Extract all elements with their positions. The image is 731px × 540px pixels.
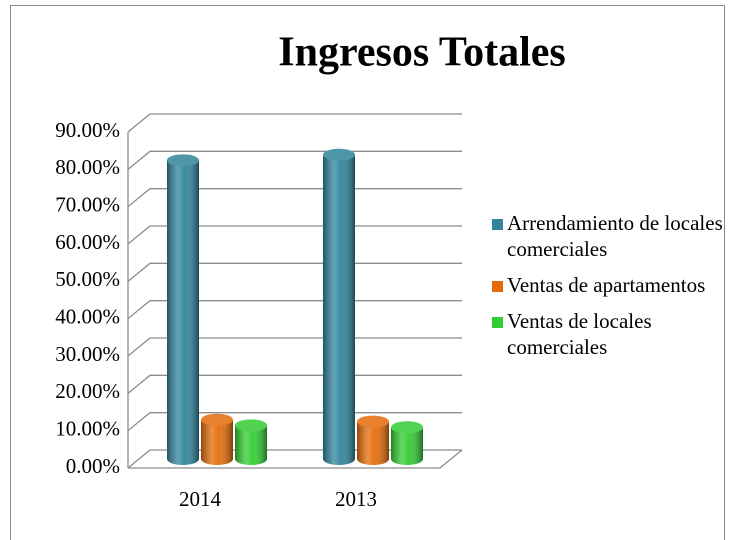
grid-line: [127, 113, 462, 133]
bar-top: [167, 154, 199, 167]
chart-frame: [10, 5, 725, 540]
bar: [357, 415, 389, 465]
y-tick-label: 70.00%: [55, 192, 120, 216]
bar-top-shade: [201, 413, 233, 426]
bar-top: [323, 148, 355, 161]
y-tick-label: 90.00%: [55, 118, 120, 142]
legend-item: Ventas de locales comerciales: [492, 308, 724, 360]
grid-line: [127, 337, 462, 357]
legend-label: Ventas de locales comerciales: [507, 309, 652, 359]
bar-top-shade: [235, 419, 267, 432]
bar-top: [201, 413, 233, 426]
legend-item: Arrendamiento de locales comerciales: [492, 210, 724, 262]
legend-label: Arrendamiento de locales comerciales: [507, 211, 723, 261]
grid-line: [127, 262, 462, 282]
y-tick-label: 80.00%: [55, 155, 120, 179]
y-tick-label: 50.00%: [55, 267, 120, 291]
y-tick-label: 30.00%: [55, 342, 120, 366]
bar-shade: [201, 419, 233, 465]
bar-top-shade: [323, 148, 355, 161]
y-tick-label: 0.00%: [66, 454, 120, 478]
bar-top-shade: [391, 421, 423, 434]
bar: [391, 421, 423, 465]
bar-top: [235, 419, 267, 432]
bar-top-shade: [357, 415, 389, 428]
legend-key: [492, 317, 503, 328]
bar-shade: [323, 154, 355, 465]
x-tick-label: 2013: [335, 487, 377, 511]
legend-item: Ventas de apartamentos: [492, 272, 724, 298]
legend: Arrendamiento de locales comerciales Vent…: [492, 210, 724, 370]
bar: [167, 154, 199, 466]
y-tick-label: 20.00%: [55, 379, 120, 403]
grid-line: [127, 300, 462, 320]
legend-key: [492, 219, 503, 230]
grid-line: [127, 225, 462, 245]
bar-top: [357, 415, 389, 428]
bar-shade: [235, 425, 267, 465]
legend-key: [492, 281, 503, 292]
y-tick-label: 10.00%: [55, 416, 120, 440]
floor: [128, 449, 463, 469]
bar-top-shade: [167, 154, 199, 167]
legend-label: Ventas de apartamentos: [507, 273, 706, 297]
bar-top: [391, 421, 423, 434]
grid-line: [127, 412, 462, 432]
grid-line: [127, 188, 462, 208]
grid-line: [127, 374, 462, 394]
chart-title: Ingresos Totales: [278, 30, 565, 76]
bar: [235, 419, 267, 465]
bar: [323, 148, 355, 465]
bar: [201, 413, 233, 465]
bar-shade: [391, 427, 423, 465]
x-tick-label: 2014: [179, 487, 222, 511]
y-tick-label: 40.00%: [55, 304, 120, 328]
grid-line: [127, 150, 462, 170]
bar-shade: [167, 160, 199, 466]
y-tick-label: 60.00%: [55, 230, 120, 254]
bar-shade: [357, 421, 389, 465]
